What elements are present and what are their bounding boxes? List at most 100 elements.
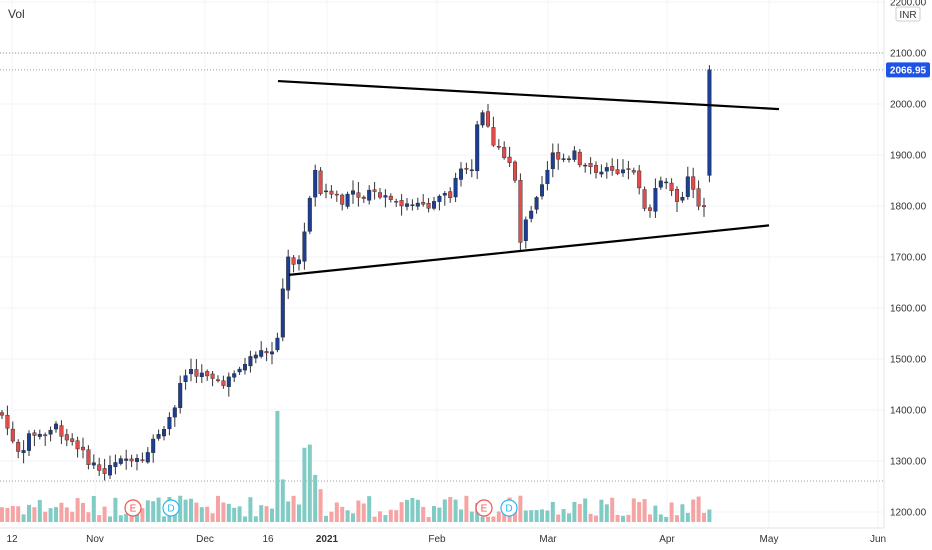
candle-down [637, 170, 642, 189]
candle-down [97, 464, 102, 471]
price-tick-label: 1200.00 [890, 508, 927, 519]
volume-bar [653, 505, 658, 522]
earnings-marker[interactable] [475, 499, 493, 517]
volume-bar [97, 515, 102, 522]
volume-bar [324, 515, 328, 522]
volume-bar [280, 479, 285, 522]
volume-bar [480, 516, 485, 522]
volume-bar [685, 512, 690, 522]
volume-bar [102, 506, 107, 522]
candle-down [10, 428, 15, 442]
candle-down [59, 425, 64, 437]
volume-bar [27, 504, 31, 522]
candle-down [361, 196, 366, 199]
grid [0, 0, 884, 528]
volume-bar [297, 504, 301, 522]
volume-bar [496, 511, 501, 522]
candle-up [345, 193, 350, 207]
candle-up [172, 407, 177, 418]
volume-bar [658, 514, 663, 522]
candle-down [5, 414, 10, 429]
time-tick-label: Feb [428, 534, 446, 545]
volume-bar [199, 507, 204, 522]
volume-bar [540, 509, 544, 522]
candle-up [685, 176, 690, 197]
volume-bar [399, 502, 404, 522]
candle-up [226, 376, 231, 387]
volume-bars [0, 410, 712, 522]
volume-bar [545, 510, 550, 522]
volume-bar [318, 489, 323, 522]
dividend-marker[interactable] [162, 499, 180, 517]
volume-bar [64, 507, 69, 522]
volume-bar [264, 506, 269, 522]
currency-box[interactable] [895, 6, 921, 22]
candle-up [280, 288, 285, 338]
candle-up [124, 458, 129, 461]
candle-up [621, 169, 626, 174]
candle-up [167, 417, 172, 430]
price-tick-label: 1900.00 [890, 151, 927, 162]
candle-up [540, 184, 545, 197]
candle-up [432, 201, 437, 209]
volume-bar [313, 474, 318, 522]
volume-label: Vol [8, 7, 25, 21]
candle-up [351, 190, 356, 195]
dividend-marker[interactable] [500, 499, 518, 517]
candle-down [80, 446, 85, 451]
volume-bar [124, 513, 129, 522]
candle-up [550, 152, 555, 170]
trendline-lower [288, 224, 770, 276]
volume-bar [210, 513, 215, 522]
candle-up [145, 452, 150, 463]
candle-down [448, 191, 453, 198]
volume-bar [145, 500, 150, 522]
volume-bar [372, 516, 377, 522]
candle-down [486, 111, 491, 127]
volume-bar [291, 495, 296, 522]
candle-up [599, 171, 604, 175]
volume-bar [383, 515, 388, 522]
candle-up [118, 458, 123, 464]
dividend-marker-label: D [505, 504, 512, 515]
time-axis: 12 Nov Dec 16 2021 Feb Mar Apr May Jun [6, 534, 886, 545]
time-tick-label: 12 [6, 534, 18, 545]
volume-bar [113, 497, 118, 522]
candle-up [545, 169, 550, 184]
candle-up [529, 210, 534, 219]
volume-bar [588, 513, 593, 522]
candle-up [286, 256, 291, 291]
price-tick-label: 1700.00 [890, 253, 927, 264]
volume-bar [232, 507, 237, 522]
candle-up [275, 337, 280, 351]
volume-bar [275, 410, 280, 522]
candle-down [102, 468, 107, 474]
time-tick-label: Apr [659, 534, 675, 545]
volume-bar [572, 501, 577, 522]
candle-up [237, 368, 242, 373]
candle-up [583, 164, 588, 167]
candle-up [437, 195, 442, 202]
candle-down [70, 438, 75, 442]
trendline-upper [277, 79, 780, 111]
volume-bar [599, 499, 604, 522]
earnings-marker[interactable] [124, 499, 142, 517]
candle-up [113, 462, 118, 467]
candles [0, 65, 712, 481]
candle-up [161, 429, 166, 437]
candle-up [178, 383, 183, 408]
candle-down [675, 188, 680, 202]
candle-down [626, 168, 631, 170]
trendlines [277, 79, 780, 276]
volume-bar [86, 512, 91, 522]
candle-up [21, 450, 26, 454]
volume-bar [178, 495, 183, 522]
candle-up [313, 170, 318, 198]
volume-bar [243, 516, 247, 522]
candle-up [37, 433, 42, 437]
volume-bar [415, 499, 420, 522]
volume-bar [361, 503, 366, 522]
candle-down [669, 182, 674, 191]
candle-down [334, 193, 339, 196]
